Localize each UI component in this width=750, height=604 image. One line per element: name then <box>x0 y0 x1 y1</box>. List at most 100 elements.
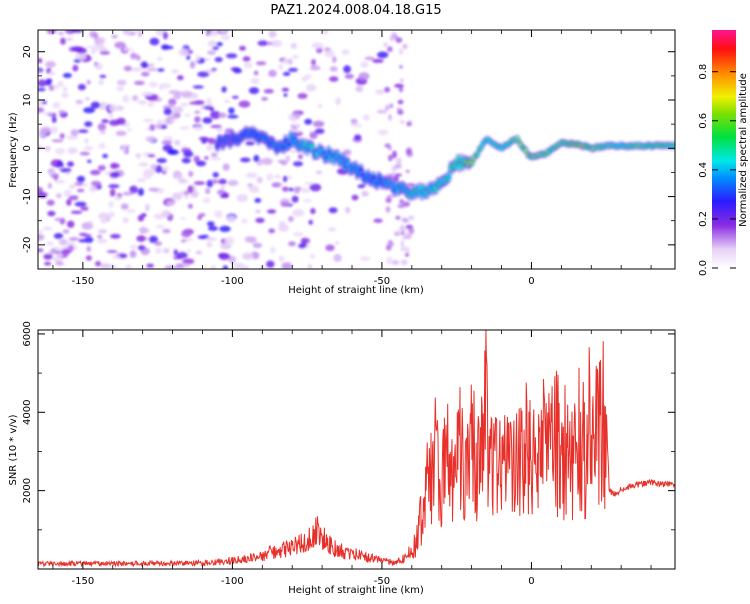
heatmap-cell <box>146 67 158 72</box>
heatmap-cell <box>45 79 52 86</box>
heatmap-cell <box>210 124 223 129</box>
heatmap-cell <box>207 50 217 56</box>
heatmap-cell <box>48 71 56 76</box>
heatmap-cell <box>220 34 231 41</box>
heatmap-cell <box>233 262 245 269</box>
heatmap-cell <box>219 225 231 232</box>
heatmap-cell <box>281 262 293 269</box>
heatmap-cell <box>283 93 288 97</box>
heatmap-y-axis: 20 10 0 -10 -20 <box>22 45 675 270</box>
heatmap-cell <box>254 198 262 203</box>
heatmap-cell <box>65 37 74 41</box>
heatmap-cell <box>53 85 60 90</box>
heatmap-cell <box>314 128 325 134</box>
heatmap-cell <box>386 256 393 265</box>
heatmap-cell <box>171 69 179 73</box>
heatmap-cell <box>188 203 193 209</box>
heatmap-cell <box>119 144 131 148</box>
heatmap-cell <box>38 229 43 235</box>
heatmap-cell <box>373 218 383 223</box>
heatmap-cell <box>90 101 101 109</box>
heatmap-cell <box>405 149 412 155</box>
heatmap-cell <box>123 47 135 51</box>
heatmap-cell <box>385 206 391 213</box>
heatmap-cell <box>141 71 150 77</box>
heatmap-cell <box>397 99 404 105</box>
heatmap-cell <box>76 175 85 183</box>
heatmap-cell <box>137 188 144 196</box>
heatmap-cell <box>268 30 277 38</box>
heatmap-cell <box>343 65 351 74</box>
heatmap-cell <box>142 171 153 180</box>
heatmap-cell <box>389 35 395 41</box>
heatmap-cell <box>334 241 340 246</box>
heatmap-cell <box>393 231 401 237</box>
heatmap-cell <box>78 238 88 243</box>
heatmap-cell <box>55 147 66 155</box>
heatmap-cell <box>62 73 72 78</box>
heatmap-cell <box>309 254 316 259</box>
x-tick-label: -100 <box>221 276 244 287</box>
heatmap-cell <box>109 171 120 178</box>
heatmap-cell <box>69 184 76 190</box>
heatmap-cell <box>280 201 289 207</box>
heatmap-cell <box>216 126 223 133</box>
heatmap-cell <box>161 140 173 145</box>
heatmap-cell <box>66 220 75 228</box>
heatmap-cell <box>129 185 138 194</box>
x-tick-label: 0 <box>528 576 534 587</box>
heatmap-cell <box>144 228 150 233</box>
heatmap-cell <box>155 224 166 229</box>
y-tick-label: -10 <box>22 188 33 204</box>
heatmap-cell <box>83 182 88 187</box>
heatmap-cell <box>40 128 48 135</box>
heatmap-cell <box>394 83 404 88</box>
heatmap-cell <box>300 237 311 244</box>
heatmap-cell <box>271 183 280 187</box>
heatmap-cell <box>290 42 297 49</box>
heatmap-cell <box>134 80 145 86</box>
heatmap-cell <box>255 61 267 66</box>
heatmap-cell <box>130 244 138 250</box>
heatmap-cell <box>231 95 239 99</box>
y-tick-label: 6000 <box>22 321 33 346</box>
y-tick-label: 4000 <box>22 400 33 425</box>
heatmap-cell <box>172 112 181 119</box>
heatmap-cell <box>285 155 291 163</box>
heatmap-cell <box>256 176 263 184</box>
heatmap-cell <box>146 263 154 268</box>
heatmap-cell <box>210 157 222 161</box>
heatmap-cell <box>351 194 359 201</box>
x-tick-label: -100 <box>221 576 244 587</box>
heatmap-cell <box>108 104 118 112</box>
heatmap-cell <box>250 77 260 85</box>
heatmap-cell <box>335 97 341 106</box>
heatmap-cell <box>141 91 153 97</box>
heatmap-cell <box>47 210 56 217</box>
heatmap-cell <box>361 190 369 197</box>
heatmap-cell <box>129 250 137 258</box>
colorbar-tick-label: 0.6 <box>698 113 709 129</box>
heatmap-cell <box>189 101 198 105</box>
heatmap-cell <box>178 180 190 184</box>
heatmap-cell <box>263 88 274 94</box>
heatmap-cell <box>110 163 120 169</box>
heatmap-cell <box>95 261 102 267</box>
heatmap-cell <box>400 240 404 247</box>
heatmap-cell <box>310 208 316 215</box>
heatmap-cell <box>211 68 217 71</box>
heatmap-cell <box>295 129 302 133</box>
heatmap-cell <box>135 153 141 159</box>
x-tick-label: -150 <box>72 276 95 287</box>
heatmap-cell <box>177 75 184 81</box>
snr-x-axis: -150 -100 -50 0 <box>52 330 652 587</box>
heatmap-cell <box>297 154 303 160</box>
heatmap-cell <box>401 235 410 240</box>
heatmap-cell <box>257 40 269 46</box>
heatmap-cell <box>147 101 155 108</box>
heatmap-cell <box>375 89 385 95</box>
heatmap-cell <box>50 126 58 134</box>
heatmap-cell <box>70 210 83 214</box>
heatmap-cell <box>292 209 305 217</box>
heatmap-cell <box>239 45 246 51</box>
